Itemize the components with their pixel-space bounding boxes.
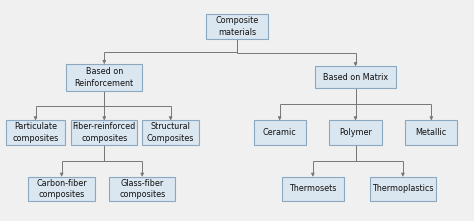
Text: Structural
Composites: Structural Composites [147, 122, 194, 143]
FancyBboxPatch shape [206, 14, 268, 39]
Text: Carbon-fiber
composites: Carbon-fiber composites [36, 179, 87, 199]
Text: Polymer: Polymer [339, 128, 372, 137]
FancyBboxPatch shape [282, 177, 344, 201]
Text: Composite
materials: Composite materials [215, 16, 259, 37]
FancyBboxPatch shape [66, 64, 142, 91]
Text: Based on
Reinforcement: Based on Reinforcement [75, 67, 134, 88]
Text: Fiber-reinforced
composites: Fiber-reinforced composites [73, 122, 136, 143]
Text: Glass-fiber
composites: Glass-fiber composites [119, 179, 165, 199]
FancyBboxPatch shape [142, 120, 199, 145]
FancyBboxPatch shape [71, 120, 137, 145]
Text: Particulate
composites: Particulate composites [12, 122, 59, 143]
FancyBboxPatch shape [370, 177, 436, 201]
FancyBboxPatch shape [109, 177, 175, 201]
FancyBboxPatch shape [28, 177, 95, 201]
Text: Ceramic: Ceramic [263, 128, 297, 137]
FancyBboxPatch shape [405, 120, 457, 145]
FancyBboxPatch shape [254, 120, 306, 145]
FancyBboxPatch shape [315, 66, 396, 88]
FancyBboxPatch shape [329, 120, 382, 145]
Text: Thermosets: Thermosets [289, 185, 337, 193]
Text: Thermoplastics: Thermoplastics [372, 185, 434, 193]
FancyBboxPatch shape [6, 120, 65, 145]
Text: Based on Matrix: Based on Matrix [323, 73, 388, 82]
Text: Metallic: Metallic [416, 128, 447, 137]
